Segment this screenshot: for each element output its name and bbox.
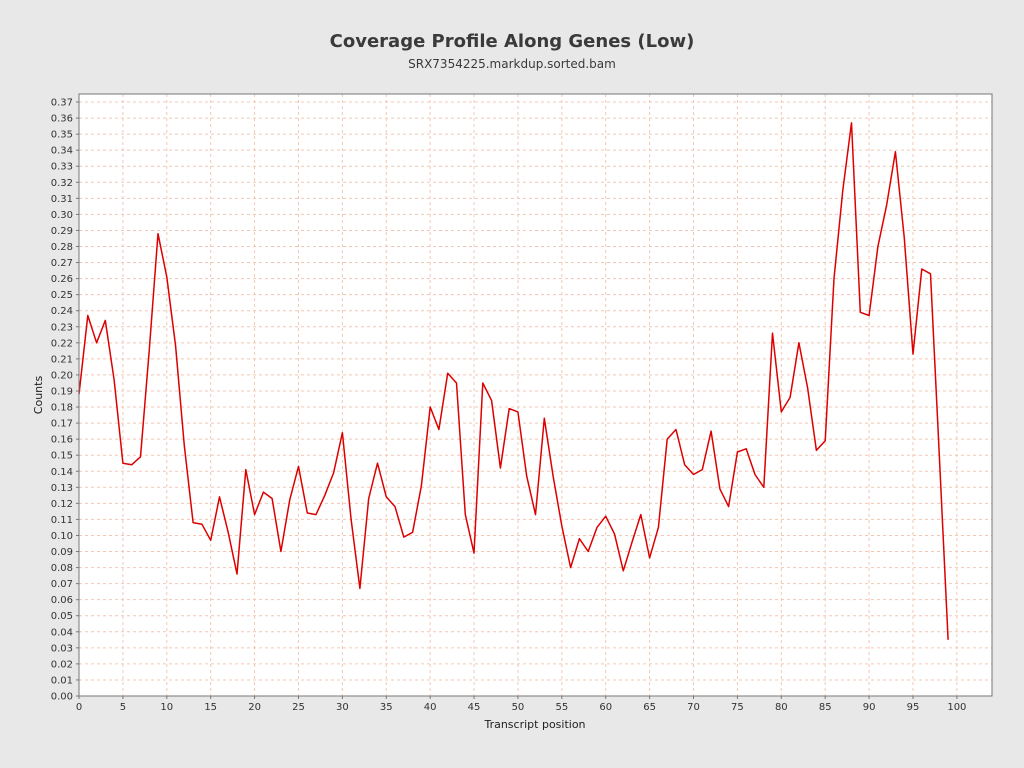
y-tick-label: 0.00 (51, 692, 73, 703)
x-tick-label: 75 (731, 702, 744, 713)
y-tick-label: 0.31 (51, 194, 73, 205)
grid-lines (78, 94, 992, 697)
y-tick-label: 0.32 (51, 178, 73, 189)
x-tick-label: 40 (424, 702, 437, 713)
y-axis-label: Counts (32, 376, 45, 415)
y-tick-label: 0.11 (51, 515, 73, 526)
y-tick-label: 0.27 (51, 258, 73, 269)
x-tick-label: 10 (160, 702, 173, 713)
x-tick-label: 95 (907, 702, 920, 713)
x-tick-label: 65 (643, 702, 656, 713)
axis-layer: 0.00 0.01 0.02 0.03 0.04 0.05 0.06 0.07 0.08 0.09… (51, 98, 967, 713)
y-tick-label: 0.17 (51, 419, 73, 430)
y-tick-label: 0.16 (51, 435, 73, 446)
x-tick-label: 15 (204, 702, 217, 713)
plot-border (78, 93, 993, 697)
x-tick-label: 80 (775, 702, 788, 713)
x-tick-label: 20 (248, 702, 261, 713)
y-tick-label: 0.37 (51, 98, 73, 109)
y-tick-label: 0.07 (51, 579, 73, 590)
y-tick-label: 0.15 (51, 451, 73, 462)
y-tick-label: 0.09 (51, 547, 73, 558)
y-tick-label: 0.24 (51, 306, 73, 317)
y-tick-label: 0.25 (51, 290, 73, 301)
x-tick-label: 85 (819, 702, 832, 713)
x-tick-label: 70 (687, 702, 700, 713)
y-tick-label: 0.29 (51, 226, 73, 237)
series-layer (78, 122, 949, 640)
y-tick-label: 0.03 (51, 643, 73, 654)
y-tick-label: 0.35 (51, 130, 73, 141)
y-tick-label: 0.01 (51, 675, 73, 686)
y-tick-label: 0.26 (51, 274, 73, 285)
plot-area (79, 94, 992, 696)
y-tick-label: 0.08 (51, 563, 73, 574)
y-tick-label: 0.22 (51, 338, 73, 349)
x-axis-label: Transcript position (483, 718, 585, 731)
chart-subtitle: SRX7354225.markdup.sorted.bam (408, 57, 616, 71)
y-tick-label: 0.13 (51, 483, 73, 494)
y-tick-label: 0.04 (51, 627, 73, 638)
y-tick-label: 0.05 (51, 611, 73, 622)
x-tick-label: 90 (863, 702, 876, 713)
chart-title: Coverage Profile Along Genes (Low) (329, 31, 695, 52)
y-tick-label: 0.19 (51, 386, 73, 397)
x-tick-label: 25 (292, 702, 305, 713)
y-tick-label: 0.30 (51, 210, 73, 221)
y-tick-label: 0.02 (51, 659, 73, 670)
y-tick-label: 0.36 (51, 114, 73, 125)
x-tick-label: 45 (468, 702, 481, 713)
y-tick-label: 0.06 (51, 595, 73, 606)
y-tick-label: 0.23 (51, 322, 73, 333)
y-tick-label: 0.28 (51, 242, 73, 253)
x-tick-label: 100 (947, 702, 966, 713)
y-tick-label: 0.14 (51, 467, 73, 478)
x-tick-label: 30 (336, 702, 349, 713)
y-tick-label: 0.18 (51, 403, 73, 414)
x-tick-label: 60 (599, 702, 612, 713)
y-tick-label: 0.33 (51, 162, 73, 173)
y-tick-label: 0.12 (51, 499, 73, 510)
x-tick-label: 35 (380, 702, 393, 713)
x-tick-label: 55 (555, 702, 568, 713)
y-tick-label: 0.10 (51, 531, 73, 542)
x-tick-label: 0 (76, 702, 82, 713)
x-tick-label: 5 (120, 702, 126, 713)
x-tick-label: 50 (512, 702, 525, 713)
y-tick-label: 0.34 (51, 146, 73, 157)
coverage-series-line (78, 122, 949, 640)
y-tick-label: 0.21 (51, 354, 73, 365)
y-tick-label: 0.20 (51, 370, 73, 381)
